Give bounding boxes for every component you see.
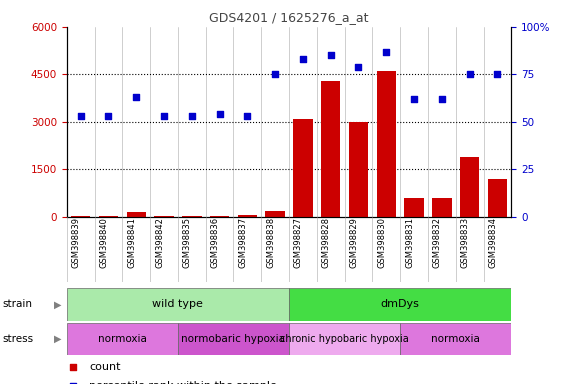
Bar <box>400 323 511 355</box>
Point <box>215 111 224 118</box>
Bar <box>321 81 340 217</box>
Point <box>410 96 419 102</box>
Text: ▶: ▶ <box>53 299 61 310</box>
Bar <box>289 288 511 321</box>
Point <box>159 113 168 119</box>
Point <box>465 71 474 78</box>
Text: normobaric hypoxia: normobaric hypoxia <box>181 334 285 344</box>
Point <box>69 382 78 384</box>
Text: GSM398838: GSM398838 <box>266 217 275 268</box>
Text: wild type: wild type <box>152 299 203 310</box>
Bar <box>155 216 174 217</box>
Bar <box>349 122 368 217</box>
Text: chronic hypobaric hypoxia: chronic hypobaric hypoxia <box>280 334 409 344</box>
Point <box>271 71 280 78</box>
Bar <box>376 71 396 217</box>
Bar <box>460 157 479 217</box>
Text: percentile rank within the sample: percentile rank within the sample <box>89 381 277 384</box>
Bar <box>238 215 257 217</box>
Bar <box>99 216 118 217</box>
Text: GSM398828: GSM398828 <box>322 217 331 268</box>
Point <box>493 71 502 78</box>
Point <box>382 48 391 55</box>
Point <box>187 113 196 119</box>
Bar <box>71 216 91 217</box>
Text: GSM398842: GSM398842 <box>155 217 164 268</box>
Text: normoxia: normoxia <box>98 334 147 344</box>
Text: GSM398839: GSM398839 <box>71 217 81 268</box>
Point <box>326 52 335 58</box>
Bar <box>178 323 289 355</box>
Text: normoxia: normoxia <box>431 334 480 344</box>
Text: GSM398841: GSM398841 <box>127 217 137 268</box>
Text: GSM398834: GSM398834 <box>489 217 497 268</box>
Text: GDS4201 / 1625276_a_at: GDS4201 / 1625276_a_at <box>209 12 369 25</box>
Bar <box>127 212 146 217</box>
Text: count: count <box>89 362 120 372</box>
Point <box>104 113 113 119</box>
Point <box>354 64 363 70</box>
Text: GSM398830: GSM398830 <box>377 217 386 268</box>
Bar <box>487 179 507 217</box>
Point <box>76 113 85 119</box>
Bar <box>404 198 424 217</box>
Bar <box>210 216 229 217</box>
Point <box>132 94 141 100</box>
Point <box>298 56 307 62</box>
Text: GSM398829: GSM398829 <box>350 217 358 268</box>
Bar <box>432 198 451 217</box>
Text: GSM398837: GSM398837 <box>238 217 248 268</box>
Point <box>437 96 446 102</box>
Bar <box>293 119 313 217</box>
Text: strain: strain <box>3 299 33 310</box>
Text: GSM398827: GSM398827 <box>294 217 303 268</box>
Bar <box>289 323 400 355</box>
Text: GSM398840: GSM398840 <box>99 217 109 268</box>
Text: ▶: ▶ <box>53 334 61 344</box>
Text: GSM398833: GSM398833 <box>461 217 469 268</box>
Text: GSM398831: GSM398831 <box>405 217 414 268</box>
Bar <box>67 323 178 355</box>
Text: GSM398836: GSM398836 <box>210 217 220 268</box>
Bar <box>266 211 285 217</box>
Point <box>69 364 78 371</box>
Point <box>243 113 252 119</box>
Text: stress: stress <box>3 334 34 344</box>
Text: GSM398832: GSM398832 <box>433 217 442 268</box>
Text: GSM398835: GSM398835 <box>183 217 192 268</box>
Bar <box>67 288 289 321</box>
Bar <box>182 216 202 217</box>
Text: dmDys: dmDys <box>381 299 419 310</box>
